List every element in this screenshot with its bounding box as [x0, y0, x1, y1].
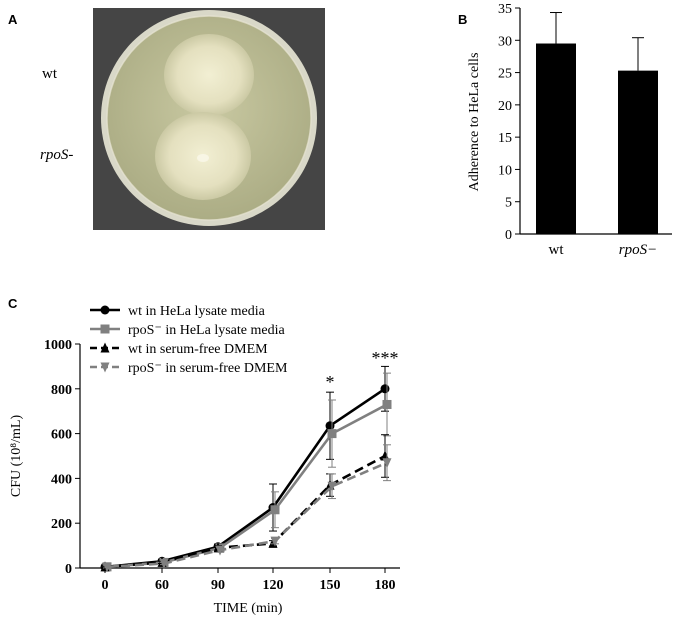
c-series-3: [102, 444, 392, 573]
c-xtick-label: 150: [320, 578, 341, 593]
line-chart-ticks: 0 200 400 600 800 1000 0 60 90 120 150 180: [44, 338, 396, 593]
c-significance-marker: ***: [372, 348, 399, 368]
c-xtick-label: 120: [263, 578, 284, 593]
c-point-square: [382, 399, 392, 409]
c-series-line: [104, 454, 386, 569]
panel-b-letter: B: [458, 12, 468, 27]
c-point-triangle-up: [100, 342, 110, 353]
c-legend-label: wt in HeLa lysate media: [128, 304, 266, 319]
c-point-circle: [380, 384, 390, 394]
c-xtick-label: 60: [155, 578, 169, 593]
c-point-circle: [325, 421, 335, 431]
line-chart-annotations: ****: [326, 348, 399, 392]
b-category-label: wt: [549, 242, 565, 258]
c-series-0: [100, 365, 390, 572]
line-chart-xlabel: TIME (min): [214, 601, 283, 616]
b-bar: [536, 43, 576, 235]
bar-chart-ticks: 0 5 10 15 20 25 30 35 wt rpoS−: [498, 2, 657, 258]
c-point-square: [327, 429, 337, 439]
c-ytick-label: 600: [51, 428, 72, 443]
c-legend-label: rpoS⁻ in HeLa lysate media: [128, 323, 285, 338]
c-series-line: [106, 403, 388, 569]
c-series-line: [106, 461, 388, 569]
wt-colony: [164, 34, 254, 116]
c-series-2: [100, 434, 390, 572]
b-ytick-label: 15: [498, 131, 512, 146]
line-chart-series: [100, 365, 392, 573]
c-point-square: [270, 505, 280, 515]
wt-strain-label: wt: [42, 66, 57, 82]
c-legend-label: wt in serum-free DMEM: [128, 342, 268, 357]
c-legend-label: rpoS⁻ in serum-free DMEM: [128, 361, 288, 376]
bar-chart-bars: [536, 12, 658, 235]
b-ytick-label: 10: [498, 163, 512, 178]
adherence-bar-chart: 0 5 10 15 20 25 30 35 wt rpoS− Adherence to HeLa …: [467, 2, 672, 258]
c-xtick-label: 180: [375, 578, 396, 593]
c-point-triangle-down: [215, 545, 225, 556]
c-point-triangle-down: [270, 536, 280, 547]
c-significance-marker: *: [326, 372, 335, 392]
b-ytick-label: 30: [498, 34, 512, 49]
rposs-strain-label: rpoS-: [40, 147, 74, 163]
b-ytick-label: 25: [498, 67, 512, 82]
line-chart-axes: [79, 344, 400, 569]
c-point-triangle-down: [159, 559, 169, 570]
c-series-1: [102, 372, 392, 572]
c-point-triangle-down: [100, 362, 110, 373]
c-ytick-label: 1000: [44, 338, 72, 353]
line-chart-ylabel: CFU (10⁸/mL): [9, 415, 24, 498]
bar-chart-ylabel: Adherence to HeLa cells: [467, 53, 482, 192]
panel-a-letter: A: [8, 12, 18, 27]
c-ytick-label: 400: [51, 472, 72, 487]
line-chart-legend: wt in HeLa lysate media rpoS⁻ in HeLa lys…: [90, 304, 288, 376]
c-point-square: [100, 324, 110, 334]
c-xtick-label: 90: [211, 578, 225, 593]
c-ytick-label: 200: [51, 517, 72, 532]
b-ytick-label: 5: [505, 196, 512, 211]
petri-dish-photo: [93, 8, 325, 230]
b-category-label: rpoS−: [619, 242, 657, 258]
c-point-circle: [100, 305, 110, 315]
c-xtick-label: 0: [102, 578, 109, 593]
b-ytick-label: 20: [498, 99, 512, 114]
c-point-triangle-down: [382, 458, 392, 469]
b-ytick-label: 0: [505, 228, 512, 243]
b-bar: [618, 70, 658, 235]
panel-c-letter: C: [8, 296, 18, 311]
b-ytick-label: 35: [498, 2, 512, 17]
c-ytick-label: 0: [65, 562, 72, 577]
c-ytick-label: 800: [51, 383, 72, 398]
c-point-triangle-down: [102, 562, 112, 573]
c-point-triangle-down: [327, 481, 337, 492]
